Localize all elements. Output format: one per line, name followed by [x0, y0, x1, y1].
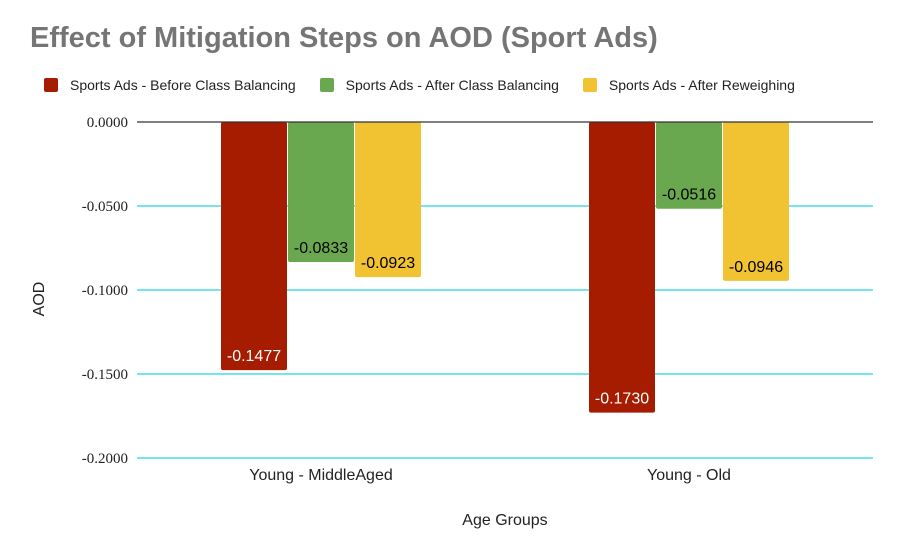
y-tick-label: 0.0000 — [87, 115, 128, 131]
legend-item-after-class-balancing: Sports Ads - After Class Balancing — [319, 77, 559, 93]
data-label: -0.1730 — [595, 391, 649, 408]
legend-label-before-class-balancing: Sports Ads - Before Class Balancing — [70, 77, 296, 93]
bar — [589, 122, 655, 413]
data-labels: -0.1477 -0.0833 -0.0923 -0.1730 -0.0516 -0.09… — [227, 187, 783, 408]
legend-label-after-reweighing: Sports Ads - After Reweighing — [608, 77, 795, 93]
bar — [355, 122, 421, 278]
legend-label-after-class-balancing: Sports Ads - After Class Balancing — [345, 77, 559, 93]
data-label: -0.0946 — [729, 259, 783, 276]
legend-item-before-class-balancing: Sports Ads - Before Class Balancing — [44, 77, 296, 93]
x-category-label: Young - MiddleAged — [249, 467, 393, 484]
legend-swatch-after-reweighing — [582, 78, 597, 92]
x-axis-categories: Young - MiddleAged Young - Old — [249, 467, 731, 484]
x-axis-title: Age Groups — [462, 512, 547, 529]
legend-swatch-after-class-balancing — [319, 78, 334, 92]
y-tick-label: -0.1500 — [82, 367, 128, 383]
chart-title: Effect of Mitigation Steps on AOD (Sport… — [30, 22, 658, 54]
bars — [221, 122, 789, 413]
legend-item-after-reweighing: Sports Ads - After Reweighing — [582, 77, 795, 93]
y-tick-label: -0.2000 — [82, 451, 128, 467]
bar — [221, 122, 287, 371]
bar — [723, 122, 789, 281]
bar — [288, 122, 354, 262]
legend-swatch-before-class-balancing — [44, 78, 58, 92]
bar — [656, 122, 722, 209]
x-category-label: Young - Old — [647, 467, 731, 484]
y-tick-label: -0.0500 — [82, 199, 128, 215]
y-axis-ticks: 0.0000 -0.0500 -0.1000 -0.1500 -0.2000 — [82, 115, 128, 467]
y-tick-label: -0.1000 — [82, 283, 128, 299]
data-label: -0.0516 — [662, 187, 716, 204]
data-label: -0.0923 — [361, 255, 415, 272]
data-label: -0.0833 — [294, 240, 348, 257]
y-axis-title: AOD — [31, 282, 48, 317]
legend: Sports Ads - Before Class Balancing Spor… — [44, 75, 819, 95]
data-label: -0.1477 — [227, 348, 281, 365]
